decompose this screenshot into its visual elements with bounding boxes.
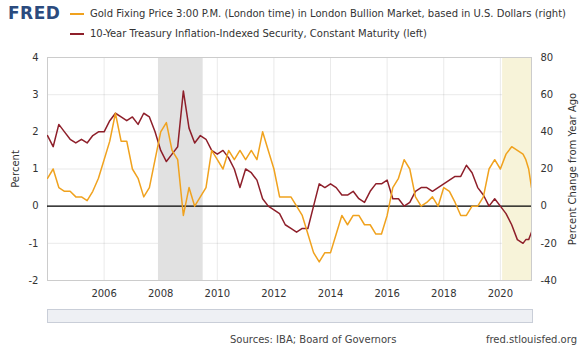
svg-text:2014: 2014	[318, 288, 343, 299]
svg-text:Percent: Percent	[10, 150, 21, 188]
svg-text:2016: 2016	[374, 288, 399, 299]
svg-text:2012: 2012	[261, 288, 286, 299]
svg-text:4: 4	[32, 52, 38, 63]
svg-text:-1: -1	[29, 238, 39, 249]
html-text:10-Year Treasury Inflation-Ind: 10-Year Treasury Inflation-Indexed Secur…	[90, 28, 427, 39]
svg-text:3: 3	[32, 89, 38, 100]
svg-text:-20: -20	[541, 238, 557, 249]
html-text:fred.stlouisfed.org: fred.stlouisfed.org	[486, 334, 577, 345]
svg-text:2008: 2008	[148, 288, 173, 299]
svg-text:0: 0	[541, 200, 547, 211]
svg-text:80: 80	[541, 52, 554, 63]
html-text:FRED: FRED	[8, 3, 61, 23]
html-text:Gold Fixing Price 3:00 P.M. (L: Gold Fixing Price 3:00 P.M. (London time…	[90, 8, 566, 19]
svg-text:2006: 2006	[91, 288, 116, 299]
html-text:Sources: IBA; Board of Governo: Sources: IBA; Board of Governors	[230, 334, 397, 345]
svg-text:Percent Change from Year Ago: Percent Change from Year Ago	[567, 93, 578, 245]
svg-text:1: 1	[32, 163, 38, 174]
svg-text:2010: 2010	[205, 288, 230, 299]
svg-text:2: 2	[32, 126, 38, 137]
svg-text:40: 40	[541, 126, 554, 137]
svg-text:-2: -2	[29, 275, 39, 286]
svg-text:2020: 2020	[488, 288, 513, 299]
svg-text:0: 0	[32, 200, 38, 211]
svg-text:60: 60	[541, 89, 554, 100]
svg-text:-40: -40	[541, 275, 557, 286]
svg-text:2018: 2018	[431, 288, 456, 299]
svg-text:20: 20	[541, 163, 554, 174]
